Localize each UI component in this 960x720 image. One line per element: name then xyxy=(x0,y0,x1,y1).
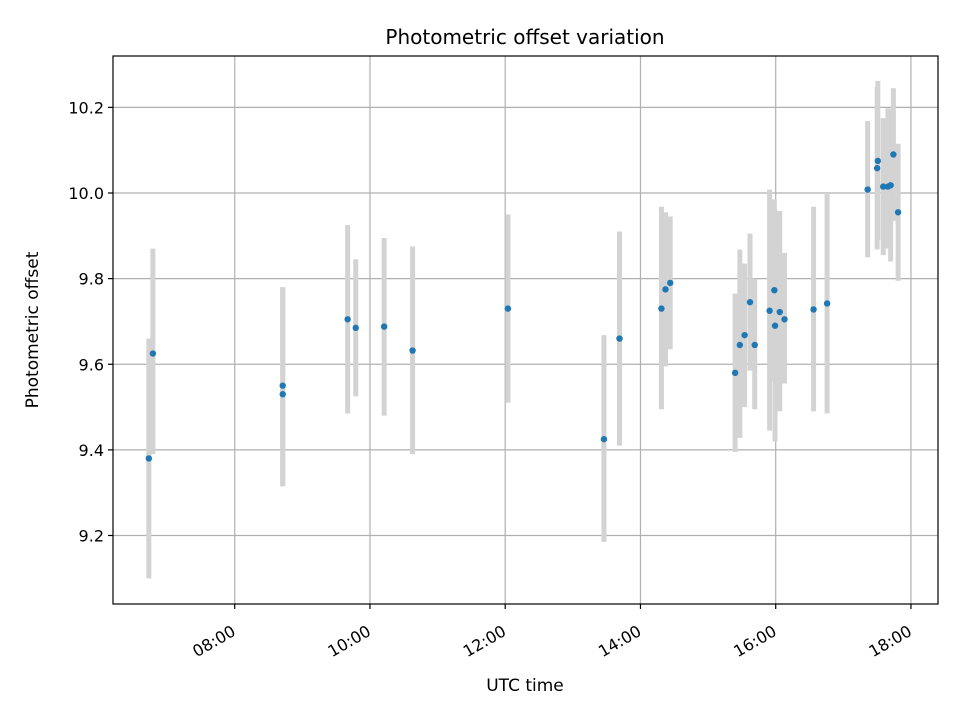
data-point xyxy=(409,347,416,354)
y-axis-ticks: 9.2 9.4 9.6 9.8 10.0 10.2 xyxy=(68,98,113,546)
data-point xyxy=(658,305,665,312)
data-point xyxy=(771,322,779,329)
y-tick-label: 9.6 xyxy=(79,355,104,374)
y-tick-label: 10.2 xyxy=(68,98,104,117)
data-point xyxy=(662,286,669,293)
data-point xyxy=(352,324,359,332)
plot-frame xyxy=(112,55,939,605)
data-point xyxy=(279,391,286,398)
grid xyxy=(113,56,938,604)
data-point xyxy=(667,279,674,287)
data-point xyxy=(894,209,902,216)
y-tick-label: 9.8 xyxy=(79,270,104,289)
data-point xyxy=(766,307,773,314)
data-point xyxy=(887,182,894,189)
data-point xyxy=(810,306,817,313)
y-tick-label: 10.0 xyxy=(68,184,104,203)
data-point xyxy=(746,298,754,306)
data-point xyxy=(741,331,748,339)
data-point xyxy=(344,316,351,323)
data-point xyxy=(890,151,897,158)
data-point xyxy=(776,308,783,316)
data-point xyxy=(781,316,788,323)
data-point xyxy=(771,286,778,294)
data-point xyxy=(874,157,882,165)
data-point xyxy=(731,369,739,377)
y-tick-label: 9.2 xyxy=(79,527,104,546)
data-point xyxy=(504,305,512,312)
data-point xyxy=(823,300,831,307)
data-point xyxy=(279,382,286,389)
data-point xyxy=(736,341,744,349)
data-point xyxy=(380,323,388,330)
y-tick-label: 9.4 xyxy=(79,441,104,460)
data-point xyxy=(751,341,758,349)
data-points xyxy=(145,151,902,462)
y-axis-label: Photometric offset xyxy=(23,251,43,408)
chart-title: Photometric offset variation xyxy=(385,25,664,49)
data-point xyxy=(864,186,871,193)
data-point xyxy=(880,183,887,190)
data-point xyxy=(145,455,153,462)
data-point xyxy=(616,335,623,342)
data-point xyxy=(600,435,608,443)
data-point xyxy=(149,350,157,357)
data-point xyxy=(873,164,881,172)
x-axis-label: UTC time xyxy=(486,676,564,696)
